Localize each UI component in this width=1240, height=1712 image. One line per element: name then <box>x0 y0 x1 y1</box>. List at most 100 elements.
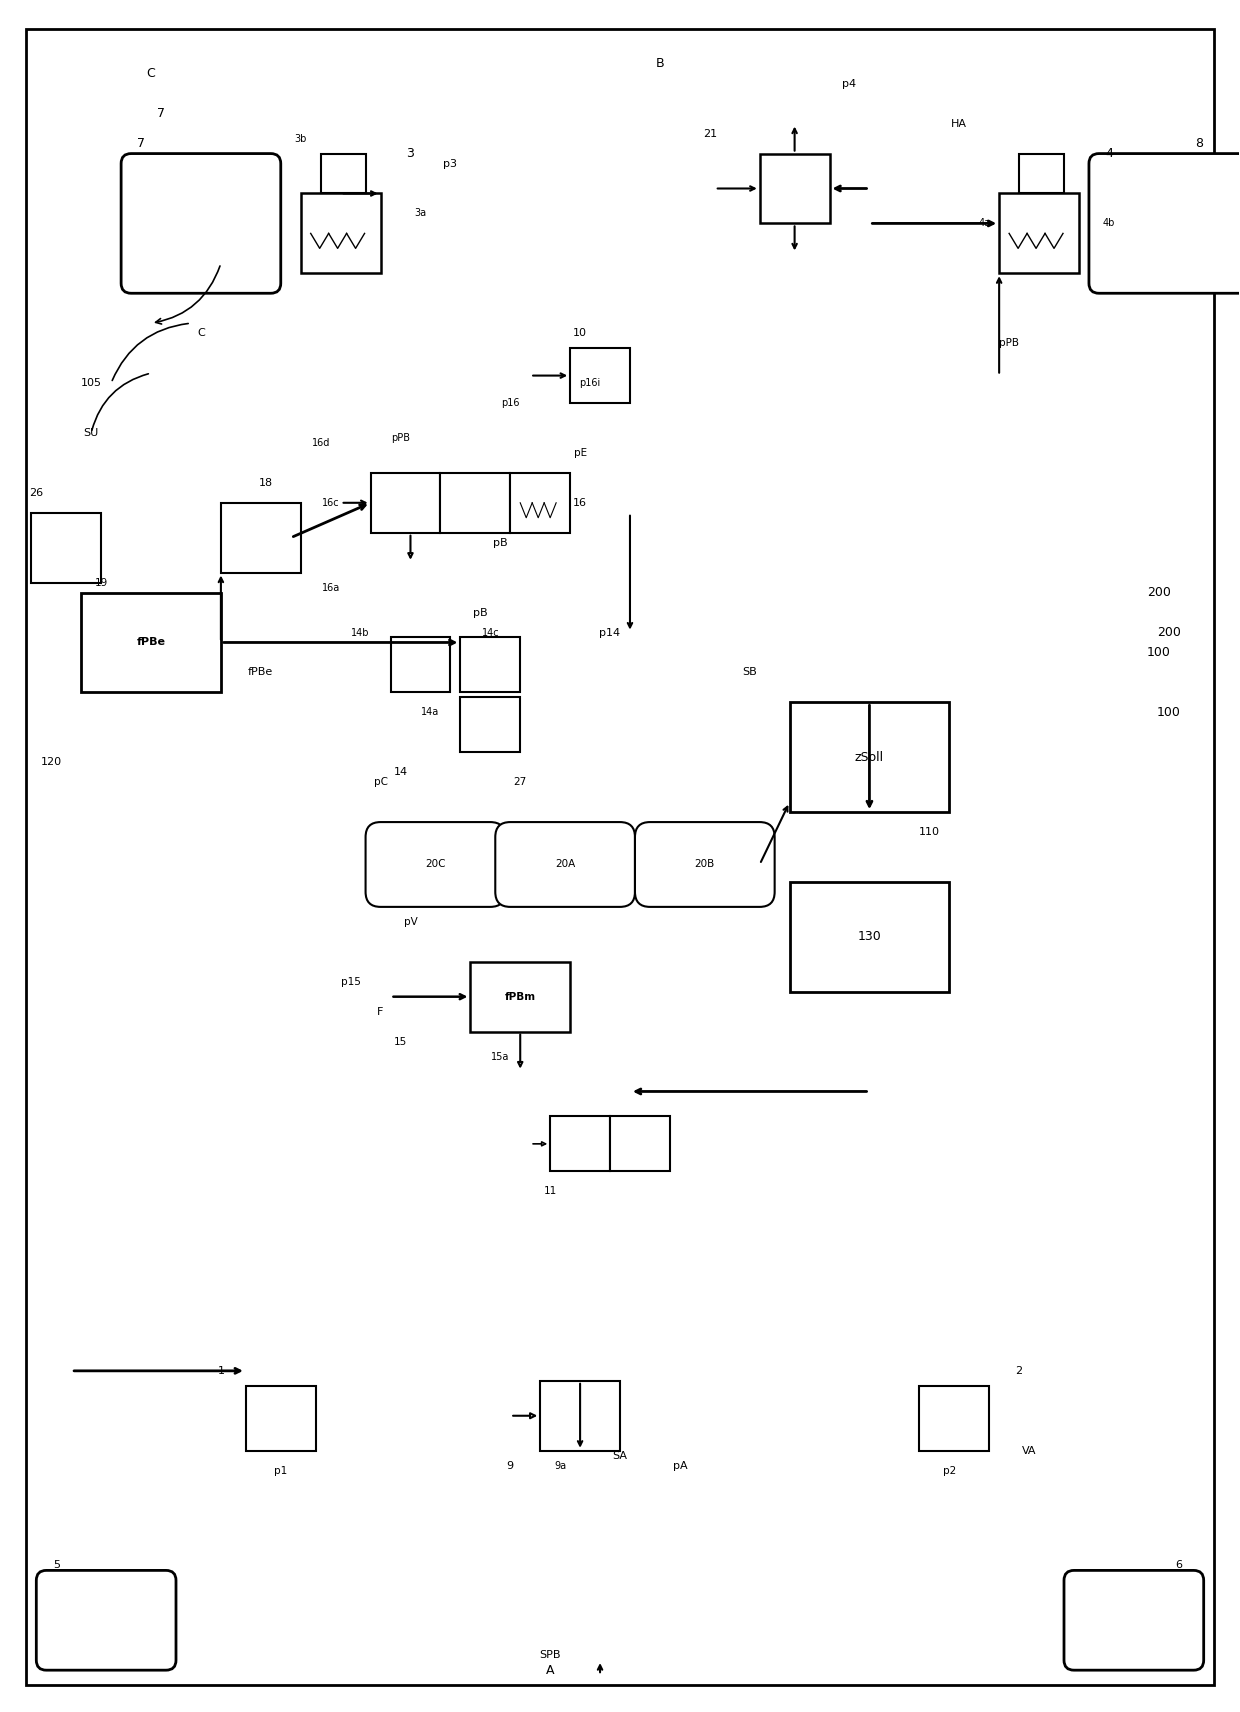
Text: fPBe: fPBe <box>248 668 274 678</box>
Text: 16c: 16c <box>322 498 340 508</box>
Text: p14: p14 <box>599 628 620 637</box>
Text: pPB: pPB <box>999 339 1019 348</box>
FancyBboxPatch shape <box>366 822 505 907</box>
Text: 16: 16 <box>573 498 587 508</box>
Text: 200: 200 <box>1157 627 1180 639</box>
Text: C: C <box>146 67 155 80</box>
Text: 4a: 4a <box>978 219 991 228</box>
Bar <box>391 637 450 692</box>
Text: 20C: 20C <box>425 859 445 870</box>
Text: 8: 8 <box>1194 137 1203 151</box>
Text: SU: SU <box>83 428 99 438</box>
FancyBboxPatch shape <box>122 154 280 293</box>
Text: 14c: 14c <box>481 628 500 637</box>
Bar <box>221 503 301 572</box>
Text: 5: 5 <box>53 1560 60 1570</box>
Text: p2: p2 <box>942 1465 956 1476</box>
Text: p4: p4 <box>842 79 857 89</box>
Bar <box>301 193 381 274</box>
Text: 16d: 16d <box>311 438 330 449</box>
Text: 26: 26 <box>30 488 43 498</box>
Text: pPB: pPB <box>391 433 410 443</box>
Text: 7: 7 <box>138 137 145 151</box>
Text: pB: pB <box>494 538 507 548</box>
Text: HA: HA <box>951 118 967 128</box>
Text: 9a: 9a <box>554 1460 567 1471</box>
Bar <box>1019 154 1064 193</box>
Bar <box>440 473 510 532</box>
FancyBboxPatch shape <box>635 822 775 907</box>
Text: p15: p15 <box>341 978 361 986</box>
Text: p3: p3 <box>444 159 458 168</box>
Bar <box>31 514 102 582</box>
FancyBboxPatch shape <box>36 1570 176 1671</box>
Text: p16i: p16i <box>579 378 600 389</box>
Text: p1: p1 <box>274 1465 288 1476</box>
Text: 14: 14 <box>393 767 408 777</box>
Text: 100: 100 <box>1157 705 1180 719</box>
Text: 200: 200 <box>1147 586 1171 599</box>
Text: A: A <box>546 1664 554 1676</box>
Text: 4b: 4b <box>1102 219 1115 228</box>
Text: C: C <box>197 329 205 339</box>
Text: pE: pE <box>574 449 587 457</box>
Bar <box>31 1450 1209 1679</box>
Text: 15: 15 <box>394 1036 407 1046</box>
Bar <box>790 702 950 811</box>
Text: 14b: 14b <box>351 628 370 637</box>
Text: fPBe: fPBe <box>136 637 166 647</box>
Bar <box>610 1116 670 1171</box>
Text: 16a: 16a <box>321 582 340 592</box>
Text: VA: VA <box>1022 1445 1037 1455</box>
Text: 3b: 3b <box>295 134 308 144</box>
Text: 15a: 15a <box>491 1051 510 1061</box>
Bar <box>630 514 1199 632</box>
Text: SPB: SPB <box>539 1650 560 1661</box>
Bar <box>81 592 221 692</box>
Text: p16: p16 <box>501 397 520 407</box>
Text: 3: 3 <box>407 147 414 161</box>
Bar <box>630 383 1199 514</box>
Text: 19: 19 <box>94 577 108 587</box>
Text: zSoll: zSoll <box>854 752 884 764</box>
Text: pA: pA <box>672 1460 687 1471</box>
Text: pV: pV <box>403 918 418 926</box>
FancyBboxPatch shape <box>495 822 635 907</box>
Text: SA: SA <box>613 1450 627 1460</box>
Text: 105: 105 <box>81 378 102 389</box>
Text: F: F <box>377 1007 383 1017</box>
Text: 1: 1 <box>217 1366 224 1376</box>
Text: B: B <box>656 56 665 70</box>
Bar <box>470 962 570 1032</box>
Text: 11: 11 <box>543 1186 557 1197</box>
Text: pC: pC <box>373 777 388 788</box>
FancyBboxPatch shape <box>1064 1570 1204 1671</box>
Text: 120: 120 <box>41 757 62 767</box>
Text: SB: SB <box>743 668 758 678</box>
Text: 20B: 20B <box>694 859 715 870</box>
Bar <box>510 473 570 532</box>
Text: 9: 9 <box>507 1460 513 1471</box>
Bar <box>919 1385 990 1450</box>
Text: 10: 10 <box>573 329 587 339</box>
Bar <box>371 871 919 1471</box>
Bar <box>551 1116 610 1171</box>
Bar <box>371 473 440 532</box>
Text: 20A: 20A <box>556 859 575 870</box>
Text: pB: pB <box>472 608 487 618</box>
Text: 18: 18 <box>259 478 273 488</box>
Bar <box>246 1385 316 1450</box>
Bar <box>351 363 869 632</box>
Bar <box>460 637 521 692</box>
Text: 6: 6 <box>1176 1560 1182 1570</box>
Text: 110: 110 <box>919 827 940 837</box>
Text: 130: 130 <box>858 930 882 943</box>
Bar <box>760 154 830 224</box>
Bar <box>790 882 950 991</box>
Text: 14a: 14a <box>422 707 439 717</box>
Bar <box>541 1382 620 1450</box>
Text: 2: 2 <box>1016 1366 1023 1376</box>
Bar <box>570 348 630 402</box>
Text: 4: 4 <box>1105 147 1112 161</box>
Text: 3a: 3a <box>414 209 427 219</box>
